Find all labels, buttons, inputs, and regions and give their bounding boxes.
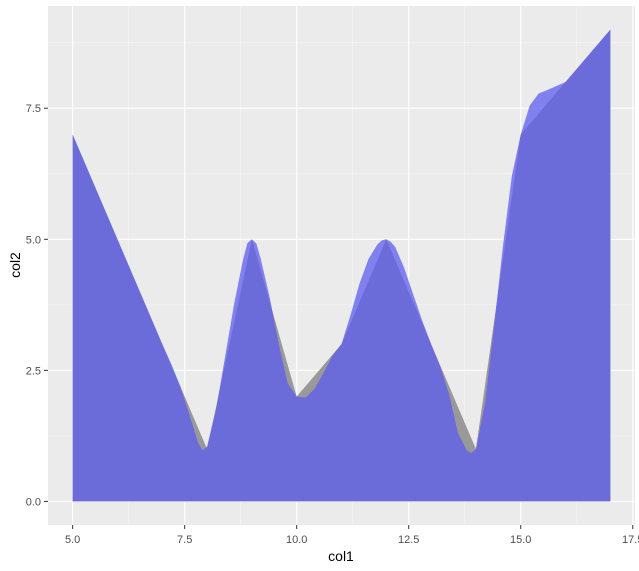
series-2-point xyxy=(215,409,216,410)
series-2-point xyxy=(198,442,199,443)
series-2-point xyxy=(296,396,297,397)
x-tick-label: 15.0 xyxy=(510,534,531,546)
y-tick-label: 2.5 xyxy=(26,365,41,377)
series-2-point xyxy=(350,315,351,316)
series-2-point xyxy=(341,344,342,345)
series-2-point xyxy=(224,357,225,358)
series-2-point xyxy=(390,241,391,242)
y-axis-title: col2 xyxy=(7,252,23,278)
series-2-point xyxy=(538,93,539,94)
x-tick-label: 17.5 xyxy=(622,534,639,546)
y-axis: 0.0 2.5 5.0 7.5 xyxy=(26,103,48,508)
series-2-point xyxy=(72,134,73,135)
series-2-point xyxy=(202,450,203,451)
series-2-point xyxy=(305,397,306,398)
series-2-point xyxy=(247,242,248,243)
series-2-point xyxy=(439,366,440,367)
series-2-point xyxy=(511,176,512,177)
y-tick-label: 5.0 xyxy=(26,234,41,246)
series-2-point xyxy=(413,294,414,295)
series-2-point xyxy=(162,344,163,345)
series-areas xyxy=(72,29,611,502)
series-2-point xyxy=(189,413,190,414)
series-2-point xyxy=(269,297,270,298)
series-2-point xyxy=(377,244,378,245)
series-2-point xyxy=(422,320,423,321)
series-2-point xyxy=(260,259,261,260)
series-2-point xyxy=(314,388,315,389)
x-tick-label: 5.0 xyxy=(65,534,80,546)
x-axis: 5.0 7.5 10.0 12.5 15.0 17.5 xyxy=(65,525,639,546)
series-2-point xyxy=(502,247,503,248)
series-2-point xyxy=(251,239,252,240)
y-tick-label: 0.0 xyxy=(26,496,41,508)
series-2-point xyxy=(323,372,324,373)
series-2-point xyxy=(359,283,360,284)
series-2-point xyxy=(484,404,485,405)
series-2-point xyxy=(547,89,548,90)
series-2-point xyxy=(233,304,234,305)
series-2-point xyxy=(431,344,432,345)
series-2-point xyxy=(404,268,405,269)
series-2-point xyxy=(117,239,118,240)
series-2-point xyxy=(448,393,449,394)
series-2-point xyxy=(529,105,530,106)
series-2-point xyxy=(287,383,288,384)
x-tick-label: 7.5 xyxy=(177,534,192,546)
series-2-point xyxy=(493,328,494,329)
series-2-point xyxy=(381,240,382,241)
series-2-point xyxy=(475,448,476,449)
series-2-point xyxy=(278,344,279,345)
x-tick-label: 10.0 xyxy=(286,534,307,546)
series-2-point xyxy=(368,259,369,260)
series-2-point xyxy=(471,453,472,454)
series-2-point xyxy=(332,355,333,356)
series-2-point xyxy=(180,385,181,386)
x-axis-title: col1 xyxy=(328,548,354,564)
series-2-point xyxy=(520,134,521,135)
series-2-point xyxy=(386,239,387,240)
series-2-area xyxy=(72,29,611,502)
series-2-point xyxy=(242,260,243,261)
series-2-point xyxy=(256,243,257,244)
series-2-point xyxy=(610,29,611,30)
series-2 xyxy=(72,29,611,502)
y-tick-label: 7.5 xyxy=(26,103,41,115)
series-2-point xyxy=(206,446,207,447)
series-2-point xyxy=(395,247,396,248)
series-2-point xyxy=(171,363,172,364)
x-tick-label: 12.5 xyxy=(398,534,419,546)
series-2-point xyxy=(565,81,566,82)
series-2-point xyxy=(466,450,467,451)
series-2-point xyxy=(457,433,458,434)
